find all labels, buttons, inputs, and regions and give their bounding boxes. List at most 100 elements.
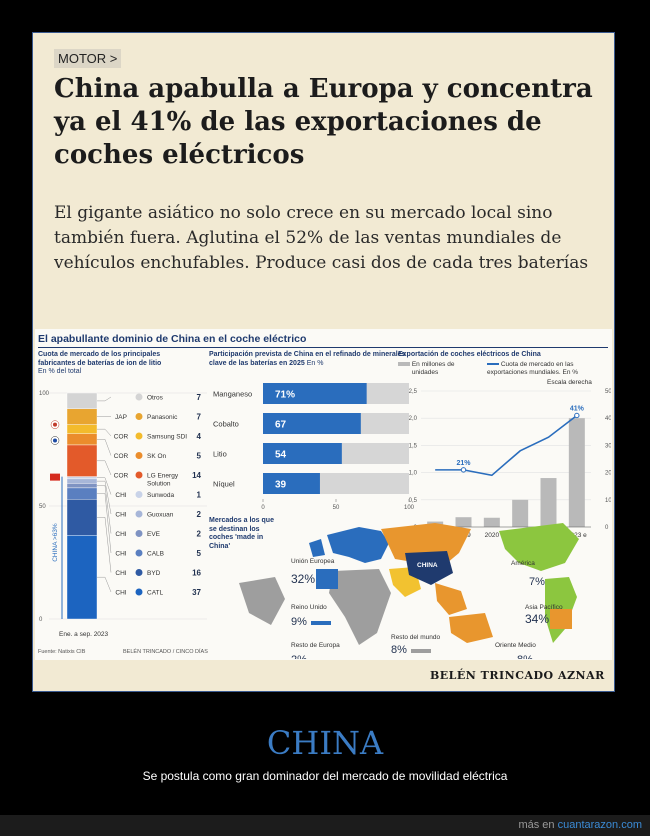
company-name: Otros bbox=[147, 395, 164, 402]
world-map: CHINA Unión Europea 32% Reino Unido 9% Resto … bbox=[239, 523, 579, 659]
y-tick-label: 0 bbox=[39, 617, 43, 623]
destination-share-label: 2% bbox=[291, 654, 307, 659]
stack-segment bbox=[66, 478, 98, 484]
export-bar bbox=[540, 478, 557, 527]
company-country: CHI bbox=[115, 492, 126, 499]
stack-segment bbox=[66, 424, 98, 434]
mineral-bar bbox=[263, 443, 342, 464]
destination-swatch bbox=[550, 609, 572, 629]
stack-segment bbox=[66, 499, 98, 536]
mineral-value-label: 39 bbox=[275, 480, 287, 491]
stack-segment bbox=[66, 433, 98, 446]
leader-line bbox=[97, 485, 112, 534]
company-marker bbox=[135, 452, 143, 459]
y-tick-label: 2,5 bbox=[409, 389, 418, 395]
uk-shape bbox=[309, 539, 325, 557]
destination-name: América bbox=[511, 560, 535, 567]
mineral-value-label: 71% bbox=[275, 390, 295, 401]
australia-shape bbox=[449, 613, 493, 643]
korea-flag-dot bbox=[53, 438, 57, 443]
share-point-label: 41% bbox=[570, 405, 585, 412]
infographic-title: El apabullante dominio de China en el co… bbox=[38, 333, 307, 345]
export-bar bbox=[455, 517, 472, 527]
destination-swatch bbox=[311, 621, 331, 625]
stack-segment bbox=[66, 535, 98, 620]
minerals-chart-unit: En % bbox=[306, 359, 324, 367]
leader-line bbox=[97, 480, 112, 515]
y-tick-label: 0,5 bbox=[409, 498, 418, 504]
china-share-label: CHINA >63% bbox=[52, 523, 59, 562]
legend-line-label: Cuota de mercado en las exportaciones mu… bbox=[487, 361, 579, 376]
legend-bar-swatch bbox=[398, 362, 410, 367]
company-name: Solution bbox=[147, 481, 171, 488]
x-tick-label: 100 bbox=[404, 505, 415, 511]
africa-shape bbox=[329, 569, 391, 645]
panel-title: Participación prevista de China en el re… bbox=[209, 351, 409, 368]
export-bar bbox=[512, 499, 529, 527]
mineral-bar bbox=[263, 473, 320, 494]
destination-share-label: 7% bbox=[529, 576, 545, 588]
x-tick-label: 0 bbox=[261, 505, 265, 511]
company-country: CHI bbox=[115, 512, 126, 519]
company-share-value: 7 bbox=[197, 393, 202, 402]
company-marker bbox=[135, 510, 143, 518]
company-country: COR bbox=[114, 473, 129, 480]
destination-swatch bbox=[549, 581, 569, 585]
company-name: Samsung SDI bbox=[147, 434, 187, 441]
destination-swatch bbox=[316, 569, 338, 589]
destination-name: Unión Europea bbox=[291, 558, 335, 565]
caption-subtitle: Se postula como gran dominador del merca… bbox=[142, 769, 508, 783]
company-marker bbox=[135, 530, 143, 537]
company-marker bbox=[135, 413, 143, 420]
company-country: CHI bbox=[115, 531, 126, 538]
credit-prefix: más en bbox=[518, 819, 558, 831]
y-tick-label: 1,5 bbox=[409, 443, 418, 449]
stack-segment bbox=[66, 444, 98, 477]
site-link[interactable]: cuantarazon.com bbox=[557, 819, 642, 831]
destination-name: Asia Pacífico bbox=[525, 604, 563, 611]
destination-name: Reino Unido bbox=[291, 604, 327, 611]
destination-share-label: 8% bbox=[391, 644, 407, 656]
destination-share-label: 8% bbox=[517, 654, 533, 659]
company-country: CHI bbox=[115, 570, 126, 577]
destination-share-label: 9% bbox=[291, 616, 307, 628]
china-map-label: CHINA bbox=[417, 562, 438, 569]
mineral-bar bbox=[263, 383, 367, 404]
company-name: LG Energy bbox=[147, 473, 179, 480]
panel-title: Cuota de mercado de los principales fabr… bbox=[38, 351, 198, 377]
company-country: CHI bbox=[115, 590, 126, 597]
company-name: SK On bbox=[147, 453, 167, 460]
stack-segment bbox=[66, 408, 98, 425]
subheadline: El gigante asiático no solo crece en su … bbox=[54, 203, 589, 273]
mineral-label: Cobalto bbox=[213, 420, 239, 429]
se-asia-shape bbox=[435, 583, 467, 615]
minerals-chart-title: Participación prevista de China en el re… bbox=[209, 351, 406, 367]
exports-chart-title: Exportación de coches eléctricos de Chin… bbox=[398, 351, 541, 358]
mineral-label: Litio bbox=[213, 450, 227, 459]
x-tick-label: 2023 e bbox=[567, 532, 587, 539]
company-name: Panasonic bbox=[147, 414, 178, 421]
leader-line bbox=[97, 428, 112, 437]
company-name: Sunwoda bbox=[147, 492, 174, 499]
company-share-value: 5 bbox=[197, 452, 202, 461]
leader-line bbox=[97, 439, 112, 456]
leader-line bbox=[97, 576, 112, 593]
headline: China apabulla a Europa y concentra ya e… bbox=[54, 74, 593, 170]
section-tag[interactable]: MOTOR > bbox=[54, 49, 122, 68]
company-marker bbox=[135, 549, 143, 557]
export-bar bbox=[568, 418, 585, 527]
company-marker bbox=[135, 588, 143, 596]
company-share-value: 5 bbox=[197, 549, 202, 558]
company-share-value: 14 bbox=[192, 471, 201, 480]
x-tick-label: 2020 bbox=[485, 532, 500, 539]
leader-line bbox=[97, 477, 112, 495]
y2-tick-label: 30 bbox=[605, 443, 611, 449]
battery-period-label: Ene. a sep. 2023 bbox=[59, 631, 109, 638]
stack-segment bbox=[66, 483, 98, 489]
company-share-value: 4 bbox=[197, 432, 202, 441]
stack-segment bbox=[66, 476, 98, 480]
battery-chart-unit: En % del total bbox=[38, 368, 82, 375]
infographic: El apabullante dominio de China en el co… bbox=[35, 329, 612, 660]
site-credit: más en cuantarazon.com bbox=[518, 819, 642, 831]
company-name: EVE bbox=[147, 531, 161, 538]
